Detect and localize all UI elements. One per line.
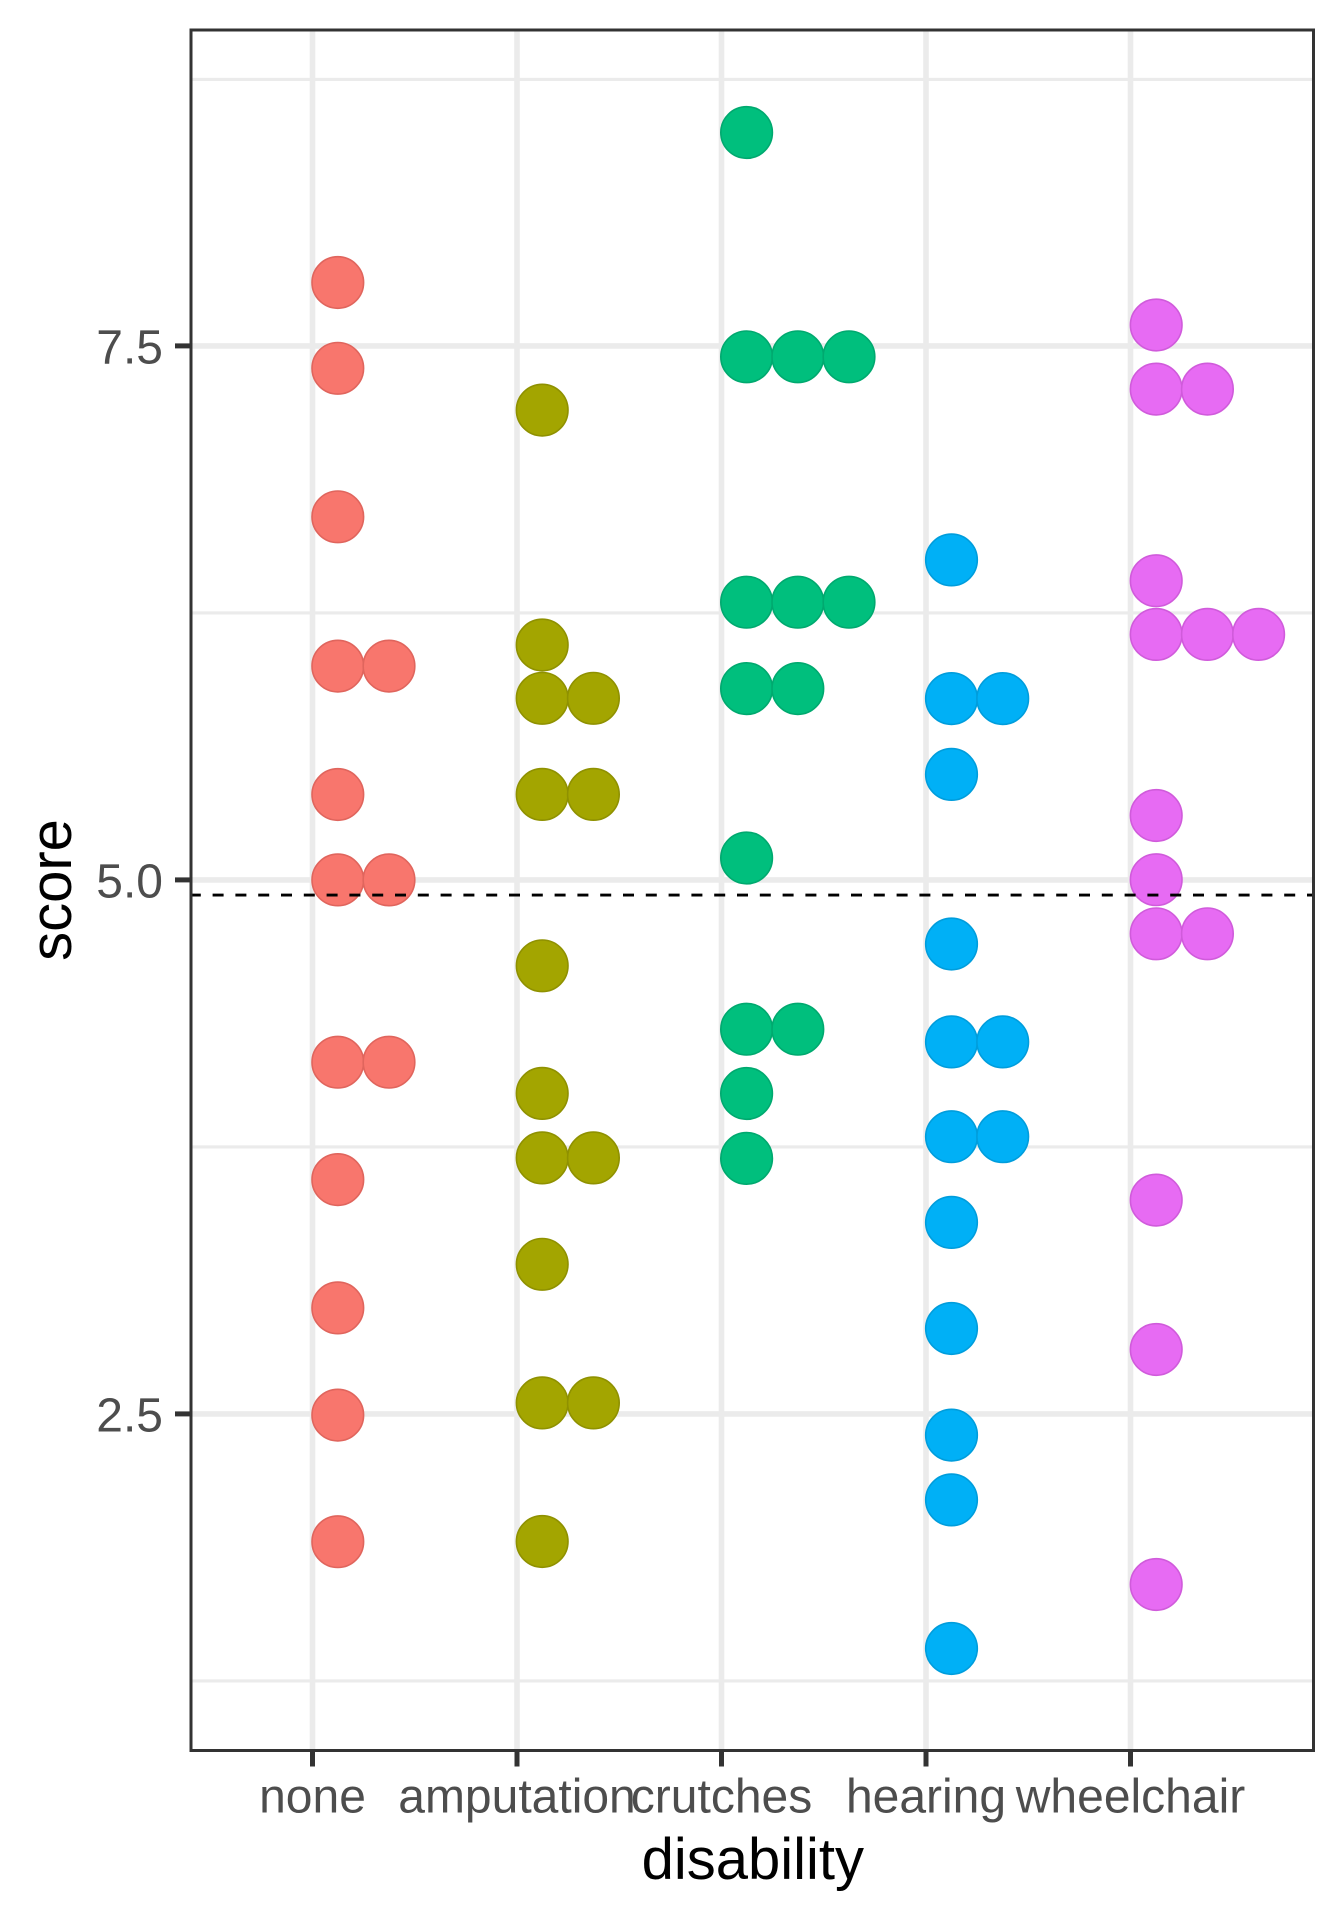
svg-text:7.5: 7.5	[96, 322, 163, 375]
svg-text:score: score	[19, 819, 84, 961]
svg-text:wheelchair: wheelchair	[1015, 1771, 1245, 1824]
svg-text:5.0: 5.0	[96, 856, 163, 909]
svg-text:2.5: 2.5	[96, 1390, 163, 1443]
svg-text:hearing: hearing	[846, 1771, 1006, 1824]
svg-text:disability: disability	[642, 1827, 864, 1892]
svg-text:none: none	[259, 1771, 366, 1824]
svg-text:crutches: crutches	[631, 1771, 812, 1824]
svg-text:amputation: amputation	[398, 1771, 636, 1824]
